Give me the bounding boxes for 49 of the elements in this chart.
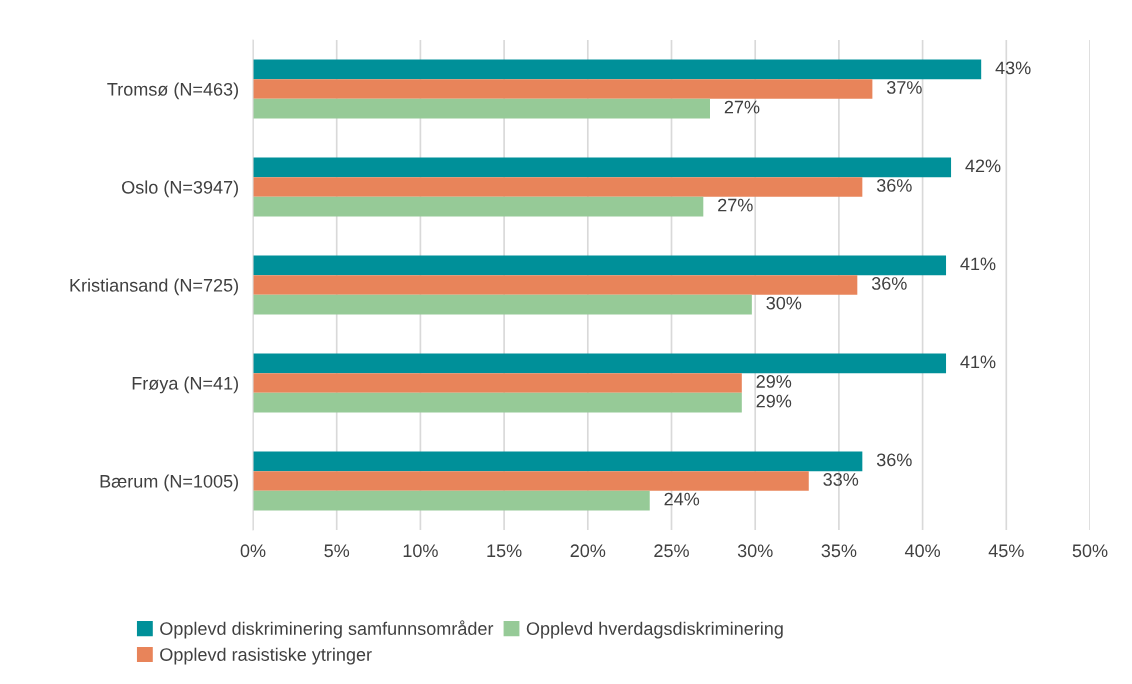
data-label: 41% <box>960 355 996 369</box>
bar <box>253 490 650 511</box>
y-tick-label: Kristiansand (N=725) <box>70 278 238 296</box>
x-tick-label: 50% <box>1072 544 1108 558</box>
data-label: 41% <box>960 257 996 271</box>
data-label: 42% <box>965 159 1001 173</box>
bar <box>253 255 947 276</box>
x-tick-label: 45% <box>988 544 1024 558</box>
y-tick-label: Bærum (N=1005) <box>100 474 238 492</box>
bar <box>253 471 809 491</box>
data-label: 30% <box>766 296 802 310</box>
data-label: 37% <box>886 81 922 94</box>
x-tick-label: 5% <box>324 544 350 558</box>
data-label: 36% <box>871 277 907 290</box>
y-tick-label: Tromsø (N=463) <box>107 82 238 100</box>
data-label: 36% <box>876 179 912 192</box>
x-tick-label: 15% <box>487 544 522 558</box>
bar <box>253 451 863 472</box>
legend-label: Opplevd rasistiske ytringer <box>160 647 372 665</box>
legend-label: Opplevd diskriminering samfunnsområder <box>160 620 494 639</box>
x-tick-label: 35% <box>821 544 857 558</box>
data-label: 33% <box>823 473 859 486</box>
bar <box>253 177 863 197</box>
bar <box>253 275 858 295</box>
data-label: 27% <box>718 198 753 212</box>
data-label: 36% <box>876 453 912 467</box>
bar <box>253 373 742 393</box>
data-label: 24% <box>664 492 700 506</box>
y-tick-label: Frøya (N=41) <box>132 376 238 394</box>
x-tick-label: 0% <box>240 544 266 558</box>
x-tick-label: 25% <box>654 544 689 558</box>
bar <box>253 392 742 413</box>
data-label: 27% <box>724 100 760 114</box>
legend-label: Opplevd hverdagsdiskriminering <box>526 621 783 639</box>
bar <box>253 294 752 315</box>
x-tick-label: 20% <box>570 544 606 558</box>
bar <box>253 98 710 119</box>
x-tick-label: 10% <box>403 544 438 558</box>
y-tick-label: Oslo (N=3947) <box>122 180 238 198</box>
data-label: 29% <box>756 375 792 388</box>
bar <box>253 157 952 178</box>
bar <box>253 59 982 80</box>
data-label: 29% <box>756 394 792 408</box>
bar <box>253 79 873 99</box>
x-tick-label: 30% <box>737 544 773 558</box>
x-tick-label: 40% <box>904 544 941 558</box>
data-label: 43% <box>995 61 1031 75</box>
bar <box>253 196 704 217</box>
bar <box>253 353 947 374</box>
